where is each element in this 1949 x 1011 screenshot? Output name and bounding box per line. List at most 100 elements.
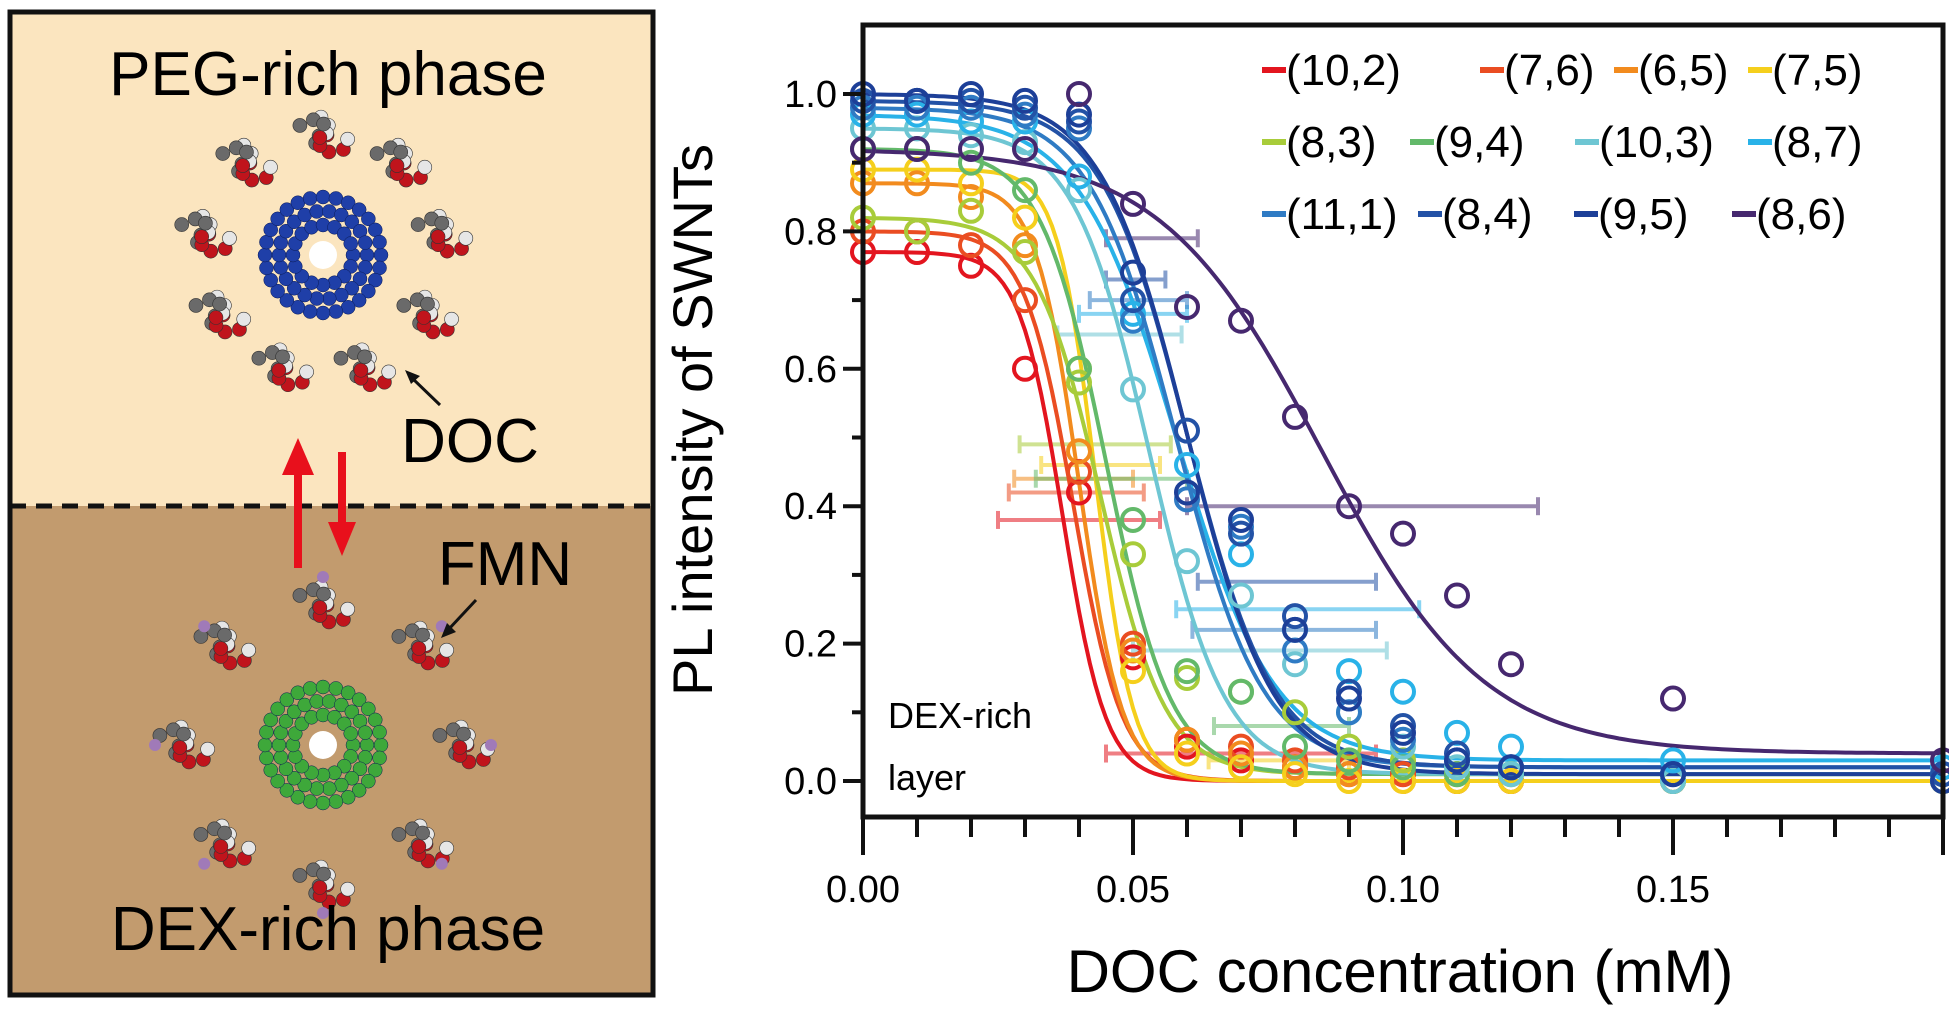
nanotube-atom bbox=[328, 304, 344, 319]
data-point bbox=[958, 197, 984, 224]
nanotube-atom bbox=[263, 712, 278, 728]
annotation-line-1: DEX-rich bbox=[888, 695, 1032, 736]
nanotube-atom bbox=[361, 773, 376, 789]
nanotube-atom bbox=[290, 195, 306, 210]
nanotube-atom bbox=[368, 272, 383, 288]
molecule-atom bbox=[193, 827, 209, 842]
molecule-atom bbox=[411, 641, 427, 656]
molecule-atom bbox=[417, 159, 433, 175]
nanotube-atom bbox=[359, 247, 375, 263]
data-point bbox=[1282, 616, 1308, 643]
legend-label: (10,2) bbox=[1286, 46, 1401, 95]
nanotube-atom bbox=[302, 794, 318, 809]
molecule-atom bbox=[369, 146, 385, 161]
molecule-atom bbox=[174, 217, 190, 232]
legend-label: (9,5) bbox=[1598, 190, 1688, 239]
molecule-atom bbox=[420, 296, 435, 312]
data-points bbox=[850, 81, 1949, 794]
molecule-atom bbox=[456, 726, 471, 742]
data-point bbox=[1336, 493, 1362, 520]
phase-schematic: PEG-rich phase DEX-rich phase DOC FMN bbox=[7, 9, 656, 998]
molecule-atom bbox=[393, 144, 409, 160]
molecule-atom bbox=[236, 311, 252, 327]
x-error-bar bbox=[1174, 600, 1422, 619]
molecule-atom bbox=[176, 726, 191, 742]
data-point bbox=[1282, 403, 1308, 430]
data-point bbox=[1120, 658, 1146, 685]
doc-pointer-arrow-icon bbox=[405, 370, 442, 407]
molecule-atom bbox=[275, 349, 290, 365]
nanotube-atom bbox=[259, 260, 274, 276]
molecule-atom bbox=[340, 601, 355, 617]
legend-label: (6,5) bbox=[1638, 46, 1728, 95]
axes: 0.00 0.05 0.10 0.15 0.0 0.2 0.4 0.6 0.8 1.0 bbox=[784, 22, 1946, 911]
data-point bbox=[1660, 747, 1686, 774]
peg-rich-phase-label: PEG-rich phase bbox=[109, 40, 547, 109]
molecule-atom bbox=[416, 310, 432, 325]
nanotube-atom bbox=[257, 247, 273, 263]
data-point bbox=[1390, 678, 1416, 705]
molecule-atom bbox=[396, 298, 412, 313]
nanotube-core bbox=[309, 731, 337, 759]
nanotube-atom bbox=[279, 202, 295, 217]
y-tick-label: 0.0 bbox=[784, 761, 837, 803]
legend-label: (8,6) bbox=[1756, 190, 1846, 239]
data-point bbox=[1228, 520, 1254, 547]
nanotube-atom bbox=[344, 214, 360, 229]
molecule-atom bbox=[292, 588, 308, 603]
annotation-line-2: layer bbox=[888, 757, 966, 798]
data-point bbox=[1120, 287, 1146, 314]
nanotube-atom bbox=[343, 726, 358, 741]
data-point bbox=[1066, 177, 1092, 204]
fit-curve-(8,6) bbox=[862, 149, 1943, 756]
molecule-atom bbox=[316, 866, 331, 882]
nanotube-atom bbox=[372, 750, 387, 766]
molecule-atom bbox=[263, 159, 278, 175]
data-point bbox=[1174, 451, 1200, 478]
x-error-bar bbox=[1131, 641, 1389, 660]
nanotube-atom bbox=[309, 694, 324, 709]
molecule-atom bbox=[212, 296, 227, 312]
nanotube-atom bbox=[352, 271, 368, 287]
nanotube-atom bbox=[273, 260, 289, 275]
nanotube-atom bbox=[315, 305, 331, 321]
legend-item: (9,4) bbox=[1410, 118, 1524, 167]
molecule-atom bbox=[430, 229, 446, 244]
molecule-atom bbox=[188, 298, 204, 313]
molecule-atom bbox=[357, 349, 372, 365]
data-point bbox=[1444, 582, 1470, 609]
data-point bbox=[1120, 506, 1146, 533]
nanotube-atom bbox=[279, 783, 295, 798]
dex-rich-phase-label: DEX-rich phase bbox=[111, 895, 545, 964]
nanotube-atom bbox=[328, 681, 344, 696]
molecule-atom bbox=[381, 364, 396, 380]
nanotube-atom bbox=[344, 771, 360, 786]
nanotube-atom bbox=[328, 191, 344, 206]
molecule-atom bbox=[251, 350, 267, 366]
fit-curve-(7,5) bbox=[863, 167, 1943, 783]
x-error-bar bbox=[1104, 270, 1168, 289]
data-point bbox=[1282, 733, 1308, 760]
nanotube-atom bbox=[334, 207, 349, 223]
legend-item: (7,6) bbox=[1480, 46, 1594, 95]
nanotube-atom bbox=[270, 701, 285, 717]
legend-item: (9,5) bbox=[1574, 190, 1688, 239]
nanotube-atom bbox=[279, 692, 295, 707]
molecule-atom bbox=[241, 840, 256, 856]
x-tick-label: 0.10 bbox=[1366, 869, 1440, 911]
fit-curve-(6,5) bbox=[863, 181, 1943, 783]
phosphorus-atom bbox=[317, 907, 329, 919]
y-tick-label: 0.6 bbox=[784, 349, 837, 391]
legend-item: (8,6) bbox=[1732, 190, 1846, 239]
nanotube-atom bbox=[302, 681, 318, 696]
data-point bbox=[904, 135, 930, 162]
data-point bbox=[904, 218, 930, 245]
nanotube-atom bbox=[340, 300, 356, 315]
nanotube-atom bbox=[351, 783, 367, 798]
nanotube-atom bbox=[340, 790, 356, 805]
exchange-up-arrow-icon bbox=[282, 438, 314, 568]
data-point bbox=[1498, 651, 1524, 678]
molecule-atom bbox=[439, 840, 454, 856]
nanotube-atom bbox=[270, 211, 285, 227]
molecule-atom bbox=[312, 600, 328, 615]
